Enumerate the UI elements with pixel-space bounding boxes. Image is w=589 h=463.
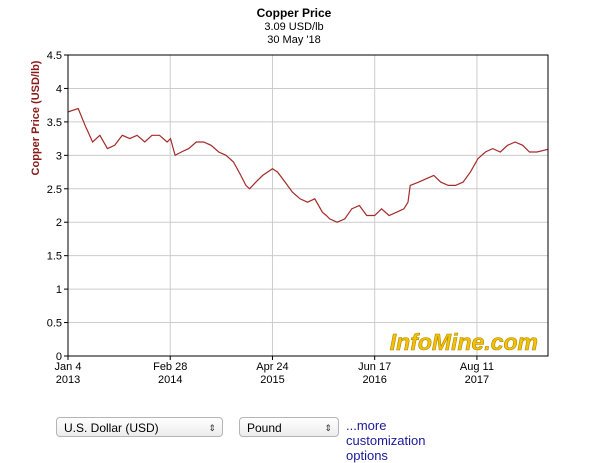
y-tick-label: 4.5 [47,50,62,62]
y-tick-label: 3 [56,150,62,162]
y-tick-label: 1.5 [47,251,62,263]
chart-title: Copper Price [257,6,332,20]
y-tick-label: 0 [56,351,62,363]
x-tick-label: 2014 [158,374,182,386]
chart-date: 30 May '18 [267,34,320,46]
plot-border [67,54,549,357]
currency-select-value: U.S. Dollar (USD) [64,421,159,435]
x-tick-label: 2016 [362,374,386,386]
x-tick-label: Feb 28 [153,361,187,373]
copper-price-chart: Copper Price 3.09 USD/lb 30 May '18 0 0.5… [30,6,549,386]
more-customization-link[interactable]: ...more customization options [346,418,426,463]
x-tick-label: Jan 4 [55,361,82,373]
plot-area [68,55,548,356]
unit-select-value: Pound [247,421,282,435]
x-tick-label: 2015 [260,374,284,386]
select-arrows-icon: ⇕ [208,423,216,433]
x-tick-label: 2013 [56,374,80,386]
y-tick-label: 2 [56,217,62,229]
select-arrows-icon: ⇕ [324,423,332,433]
x-tick-label: Apr 24 [256,361,288,373]
y-tick-label: 0.5 [47,318,62,330]
y-tick-label: 1 [56,284,62,296]
y-tick-label: 2.5 [47,184,62,196]
y-axis-label: Copper Price (USD/lb) [30,60,42,175]
y-tick-label: 3.5 [47,117,62,129]
x-tick-label: Jun 17 [358,361,391,373]
y-tick-label: 4 [56,83,62,95]
unit-select[interactable]: Pound ⇕ [239,417,339,437]
x-tick-label: 2017 [465,374,489,386]
y-axis-ticks: 0 0.5 1 1.5 2 2.5 3 3.5 4 4.5 [47,50,68,363]
currency-select[interactable]: U.S. Dollar (USD) ⇕ [56,417,223,437]
x-tick-label: Aug 11 [460,361,494,373]
infomine-watermark: InfoMine.com [390,329,538,355]
price-series-line [67,107,549,223]
chart-subtitle: 3.09 USD/lb [264,21,323,33]
